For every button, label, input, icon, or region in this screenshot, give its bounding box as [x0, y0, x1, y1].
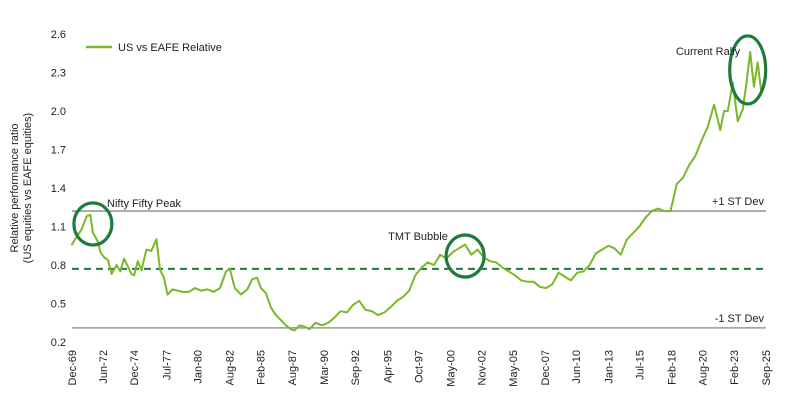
x-tick-label: Jun-72: [98, 350, 110, 384]
legend-label: US vs EAFE Relative: [118, 42, 222, 54]
highlight-circle: [728, 34, 768, 106]
x-tick-label: Dec-74: [129, 350, 141, 385]
x-tick-label: Jul-15: [634, 350, 646, 380]
x-tick-label: Sep-25: [761, 350, 773, 385]
x-tick-label: Apr-95: [382, 350, 394, 383]
x-tick-label: Aug-87: [287, 350, 299, 385]
x-tick-label: Jan-80: [192, 350, 204, 384]
highlight-circle: [444, 233, 486, 279]
reference-line-label: -1 ST Dev: [715, 313, 765, 325]
x-axis-ticks: Dec-69 Jun-72 Dec-74 Jul-77 Jan-80 Aug-82 Feb-…: [67, 350, 773, 387]
y-tick-label: 0.2: [51, 337, 66, 349]
highlight-circle: [72, 201, 114, 247]
series-lines: [71, 51, 767, 332]
y-axis-title-line: Relative performance ratio: [9, 123, 21, 252]
legend: US vs EAFE Relative: [86, 42, 222, 54]
reference-line-label: +1 ST Dev: [712, 196, 765, 208]
series-line: [71, 51, 767, 332]
reference-lines: +1 ST Dev -1 ST Dev: [72, 196, 766, 329]
y-tick-label: 2.3: [51, 68, 66, 80]
x-tick-label: Dec-69: [67, 350, 79, 385]
y-axis-title-line: (US equities vs EAFE equities): [22, 113, 34, 263]
y-tick-label: 1.1: [51, 222, 66, 234]
annotation-label: Current Rally: [676, 46, 741, 58]
x-tick-label: Aug-82: [225, 350, 237, 385]
x-tick-label: Jun-10: [571, 350, 583, 384]
y-tick-label: 1.4: [51, 183, 66, 195]
x-tick-label: Feb-23: [729, 350, 741, 385]
x-tick-label: May-00: [446, 350, 458, 387]
x-tick-label: Jul-77: [161, 350, 173, 380]
y-tick-label: 2.6: [51, 29, 66, 41]
y-axis-title: Relative performance ratio (US equities v…: [9, 113, 34, 263]
x-tick-label: Sep-92: [350, 350, 362, 385]
x-tick-label: Mar-90: [319, 350, 331, 385]
x-tick-label: Dec-07: [540, 350, 552, 385]
y-tick-label: 0.8: [51, 260, 66, 272]
x-tick-label: Aug-20: [698, 350, 710, 385]
y-tick-label: 1.7: [51, 145, 66, 157]
x-tick-label: Oct-97: [413, 350, 425, 383]
x-tick-label: Feb-85: [256, 350, 268, 385]
annotations: Nifty Fifty Peak TMT Bubble Current Rally: [72, 34, 768, 279]
x-tick-label: May-05: [508, 350, 520, 387]
y-axis-ticks: 0.2 0.5 0.8 1.1 1.4 1.7 2.0 2.3 2.6: [51, 29, 66, 349]
y-tick-label: 2.0: [51, 106, 66, 118]
annotation-label: TMT Bubble: [388, 231, 448, 243]
x-tick-label: Jan-13: [603, 350, 615, 384]
y-tick-label: 0.5: [51, 299, 66, 311]
annotation-label: Nifty Fifty Peak: [107, 198, 181, 210]
x-tick-label: Feb-18: [667, 350, 679, 385]
x-tick-label: Nov-02: [477, 350, 489, 385]
